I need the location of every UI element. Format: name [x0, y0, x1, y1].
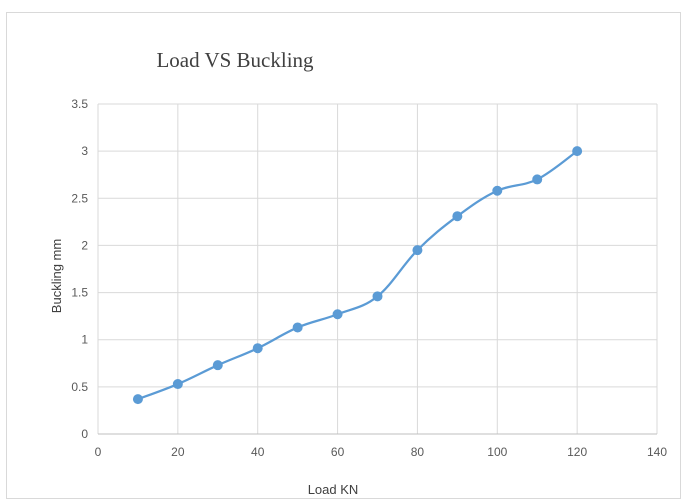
- data-point: [532, 174, 543, 185]
- x-tick-label: 100: [487, 445, 507, 459]
- chart-title: Load VS Buckling: [156, 48, 314, 72]
- data-point: [492, 185, 503, 196]
- x-tick-label: 60: [331, 445, 345, 459]
- y-tick-label: 2.5: [71, 191, 88, 205]
- y-tick-label: 3.5: [71, 97, 88, 111]
- data-point: [372, 291, 383, 302]
- data-points: [132, 146, 583, 405]
- chart-frame: [6, 12, 681, 499]
- y-tick-label: 3: [81, 144, 88, 158]
- x-tick-label: 120: [567, 445, 587, 459]
- x-tick-label: 20: [171, 445, 185, 459]
- series-line: [137, 150, 578, 401]
- data-point: [212, 360, 223, 371]
- data-point: [332, 309, 343, 320]
- y-tick-label: 1: [81, 333, 88, 347]
- x-tick-label: 140: [647, 445, 667, 459]
- y-tick-label: 0.5: [71, 380, 88, 394]
- data-point: [252, 343, 263, 354]
- data-point: [172, 379, 183, 390]
- data-point: [452, 211, 463, 222]
- y-axis-ticks: 0 0.5 1 1.5 2 2.5 3 3.5: [71, 97, 88, 441]
- data-point: [132, 394, 143, 405]
- data-point: [412, 245, 423, 256]
- x-tick-label: 80: [411, 445, 425, 459]
- x-tick-label: 40: [251, 445, 265, 459]
- y-tick-label: 1.5: [71, 286, 88, 300]
- y-tick-label: 0: [81, 427, 88, 441]
- data-point: [572, 146, 583, 157]
- y-tick-label: 2: [81, 238, 88, 252]
- x-axis-ticks: 0 20 40 60 80 100 120 140: [95, 445, 668, 459]
- gridlines: [97, 103, 658, 434]
- y-axis-label: Buckling mm: [49, 239, 64, 313]
- x-axis-label: Load KN: [308, 482, 359, 497]
- x-tick-label: 0: [95, 445, 102, 459]
- data-point: [292, 322, 303, 333]
